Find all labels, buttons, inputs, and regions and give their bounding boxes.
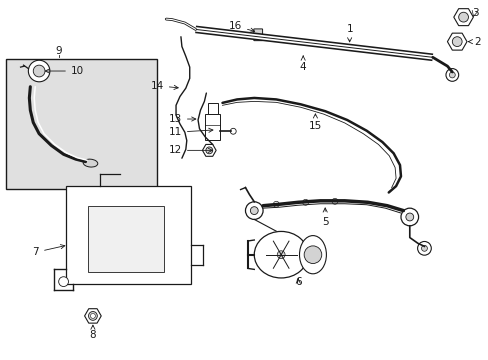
Circle shape	[417, 242, 430, 255]
Polygon shape	[202, 144, 216, 156]
Circle shape	[304, 246, 321, 264]
Circle shape	[28, 60, 50, 82]
Text: 6: 6	[294, 276, 301, 287]
Bar	[6, 59, 157, 189]
Text: 16: 16	[228, 21, 254, 32]
Circle shape	[448, 72, 454, 78]
Bar	[207, 103, 217, 114]
Text: 12: 12	[168, 145, 212, 156]
Polygon shape	[453, 9, 472, 26]
Circle shape	[331, 198, 337, 204]
Circle shape	[273, 201, 279, 207]
Bar	[205, 114, 220, 140]
Text: 1: 1	[346, 24, 352, 42]
Text: 10: 10	[45, 66, 84, 76]
Circle shape	[205, 147, 212, 154]
Text: 14: 14	[150, 81, 178, 91]
Ellipse shape	[83, 159, 98, 167]
Circle shape	[88, 311, 97, 320]
Text: 15: 15	[308, 114, 322, 131]
Bar	[88, 206, 163, 272]
Circle shape	[90, 314, 95, 318]
Circle shape	[405, 213, 413, 221]
Ellipse shape	[254, 231, 307, 278]
Circle shape	[230, 128, 236, 134]
Circle shape	[277, 251, 285, 258]
FancyBboxPatch shape	[66, 186, 190, 284]
Text: 8: 8	[89, 325, 96, 339]
Text: 2: 2	[468, 37, 480, 47]
Text: 9: 9	[55, 46, 62, 57]
Circle shape	[250, 207, 258, 215]
Text: 4: 4	[299, 56, 306, 72]
Polygon shape	[84, 309, 101, 323]
Circle shape	[445, 68, 458, 81]
Circle shape	[33, 65, 45, 77]
Text: 3: 3	[471, 8, 478, 18]
Text: 7: 7	[32, 244, 65, 257]
Circle shape	[302, 199, 308, 205]
Circle shape	[458, 12, 468, 22]
Text: 5: 5	[321, 208, 328, 227]
Circle shape	[245, 202, 263, 220]
Circle shape	[451, 37, 461, 46]
Circle shape	[421, 246, 427, 251]
FancyBboxPatch shape	[253, 29, 262, 41]
Circle shape	[400, 208, 418, 226]
Text: 13: 13	[168, 114, 195, 124]
Polygon shape	[447, 33, 466, 50]
Text: 11: 11	[168, 127, 212, 137]
Ellipse shape	[299, 235, 326, 274]
Circle shape	[59, 277, 68, 287]
